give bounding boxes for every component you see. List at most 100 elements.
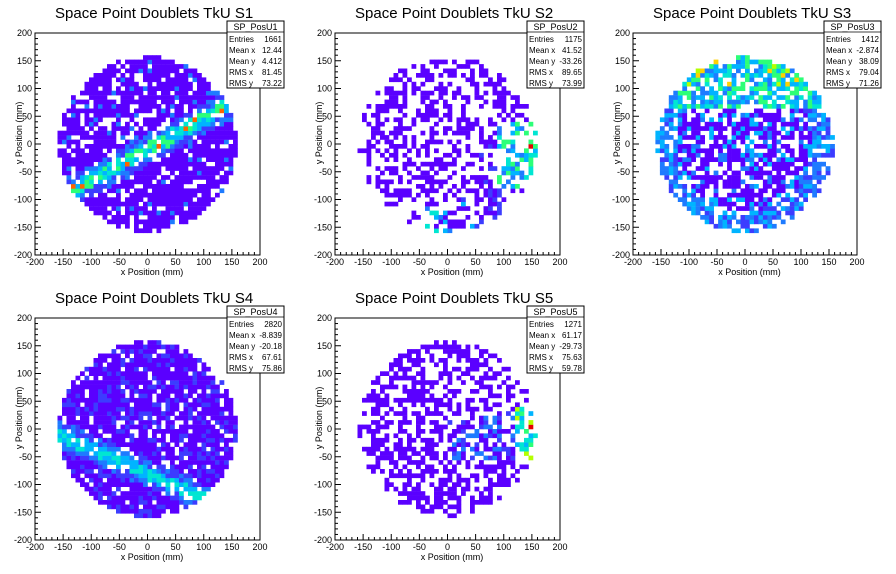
histogram-bin	[219, 455, 225, 461]
histogram-bin	[192, 152, 198, 158]
histogram-bin	[138, 491, 144, 496]
histogram-bin	[438, 344, 444, 350]
histogram-bin	[147, 477, 153, 483]
histogram-bin	[767, 64, 773, 69]
histogram-bin	[215, 442, 220, 447]
histogram-bin	[682, 126, 688, 131]
histogram-bin	[147, 55, 153, 60]
histogram-bin	[731, 175, 737, 180]
histogram-bin	[718, 126, 723, 131]
histogram-bin	[780, 144, 786, 149]
histogram-bin	[165, 139, 171, 145]
histogram-bin	[165, 166, 171, 171]
histogram-bin	[483, 415, 489, 421]
histogram-bin	[402, 104, 408, 109]
histogram-bin	[745, 201, 750, 207]
histogram-bin	[210, 375, 216, 381]
histogram-bin	[138, 135, 144, 140]
histogram-bin	[722, 152, 728, 158]
histogram-bin	[206, 148, 211, 154]
histogram-bin	[420, 81, 426, 87]
histogram-bin	[524, 148, 529, 154]
histogram-bin	[152, 223, 157, 229]
histogram-bin	[668, 152, 674, 158]
histogram-bin	[215, 179, 220, 185]
histogram-bin	[120, 437, 126, 443]
histogram-bin	[816, 175, 822, 180]
histogram-bin	[438, 397, 444, 403]
histogram-bin	[71, 95, 76, 100]
histogram-bin	[147, 210, 153, 216]
histogram-bin	[107, 437, 112, 443]
histogram-bin	[98, 77, 103, 83]
histogram-bin	[107, 420, 112, 425]
histogram-bin	[691, 117, 696, 123]
histogram-bin	[143, 157, 148, 162]
histogram-bin	[700, 99, 705, 105]
histogram-bin	[75, 464, 81, 470]
histogram-bin	[206, 473, 211, 479]
histogram-bin	[461, 166, 466, 171]
histogram-bin	[758, 201, 764, 207]
histogram-bin	[474, 121, 480, 127]
histogram-bin	[174, 349, 180, 354]
histogram-bin	[174, 437, 180, 443]
histogram-bin	[89, 389, 94, 394]
histogram-bin	[197, 415, 202, 421]
histogram-bin	[98, 491, 103, 496]
histogram-bin	[161, 446, 166, 452]
histogram-bin	[120, 389, 126, 394]
histogram-bin	[170, 424, 175, 430]
histogram-bin	[174, 210, 180, 216]
histogram-bin	[111, 353, 117, 359]
histogram-bin	[138, 469, 144, 474]
histogram-bin	[407, 157, 412, 162]
histogram-bin	[375, 437, 381, 443]
histogram-bin	[713, 188, 719, 194]
histogram-bin	[384, 188, 390, 194]
histogram-bin	[438, 491, 444, 496]
histogram-bin	[488, 491, 493, 496]
histogram-bin	[174, 380, 180, 385]
histogram-bin	[825, 130, 831, 136]
histogram-bin	[447, 81, 453, 87]
histogram-bin	[152, 192, 157, 198]
histogram-bin	[143, 366, 148, 372]
histogram-bin	[71, 121, 76, 127]
stats-value: 1271	[564, 320, 582, 329]
histogram-bin	[375, 179, 381, 185]
histogram-bin	[456, 402, 462, 408]
histogram-bin	[443, 86, 448, 91]
histogram-bin	[501, 139, 507, 145]
histogram-bin	[506, 446, 511, 452]
histogram-bin	[727, 175, 732, 180]
histogram-bin	[206, 411, 211, 416]
histogram-bin	[219, 424, 225, 430]
histogram-bin	[179, 206, 184, 211]
histogram-bin	[98, 402, 103, 408]
histogram-bin	[673, 126, 679, 131]
histogram-bin	[120, 201, 126, 207]
histogram-bin	[93, 366, 99, 372]
histogram-bin	[812, 184, 817, 189]
histogram-bin	[125, 175, 130, 180]
histogram-bin	[179, 424, 184, 430]
histogram-bin	[528, 144, 534, 149]
histogram-bin	[402, 68, 408, 74]
histogram-bin	[407, 192, 412, 198]
histogram-bin	[686, 161, 692, 167]
histogram-bin	[201, 424, 207, 430]
histogram-bin	[762, 81, 768, 87]
histogram-bin	[767, 175, 773, 180]
histogram-bin	[116, 415, 121, 421]
histogram-bin	[219, 126, 225, 131]
y-tick-label: 200	[17, 28, 32, 38]
histogram-bin	[210, 393, 216, 399]
histogram-bin	[120, 144, 126, 149]
histogram-bin	[727, 206, 732, 211]
histogram-bin	[75, 112, 81, 118]
y-tick-label: -200	[314, 250, 332, 260]
histogram-bin	[170, 201, 175, 207]
histogram-bin	[134, 411, 139, 416]
